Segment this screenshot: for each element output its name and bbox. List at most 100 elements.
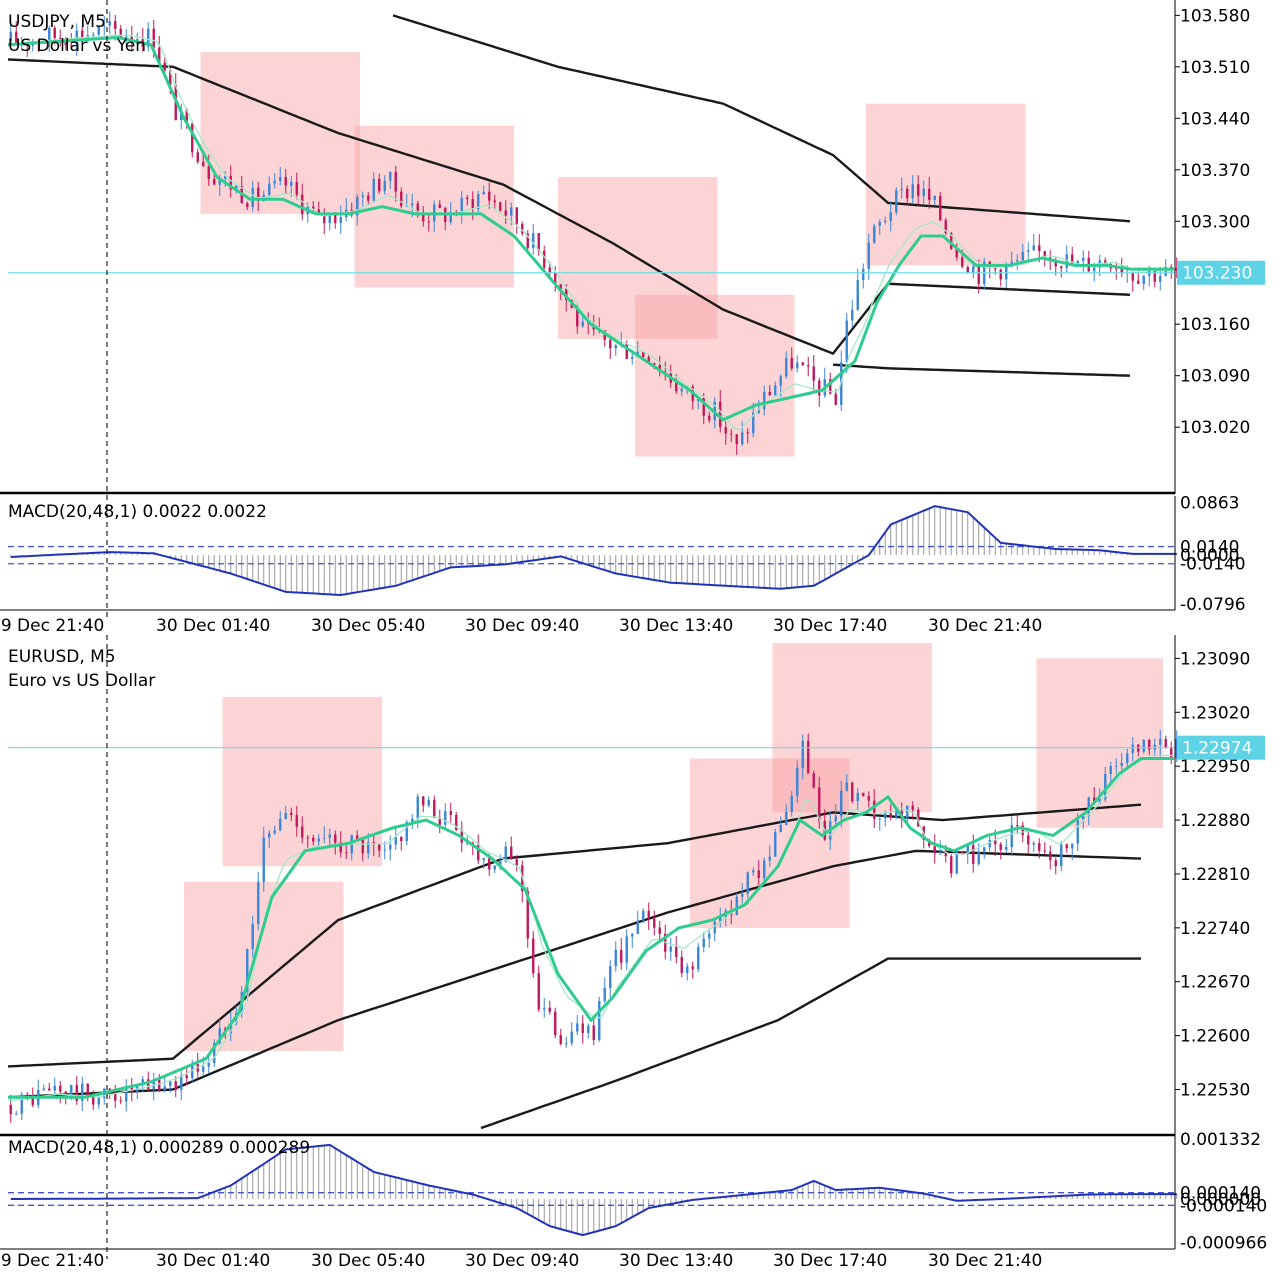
candle-body xyxy=(1076,261,1079,264)
candle-body xyxy=(653,918,656,928)
candle-body xyxy=(647,910,650,919)
macd-tick-label: 0.0140 xyxy=(1180,538,1239,558)
candle-body xyxy=(785,358,788,377)
candle-body xyxy=(1060,844,1063,867)
price-tick-label: 103.020 xyxy=(1180,418,1250,438)
candle-body xyxy=(955,851,958,874)
candle-body xyxy=(70,44,73,46)
macd-tick-label: 0.000140 xyxy=(1180,1184,1261,1204)
usdjpy-macd-panel[interactable]: MACD(20,48,1) 0.0022 0.0022 0.0863 0.0140… xyxy=(8,493,1246,615)
candle-body xyxy=(235,186,238,190)
candle-body xyxy=(911,184,914,199)
candle-body xyxy=(394,837,397,845)
candle-body xyxy=(576,1023,579,1032)
candle-body xyxy=(9,31,12,42)
price-tick-label: 1.22880 xyxy=(1180,811,1250,831)
candle-body xyxy=(312,837,315,842)
eurusd-chart[interactable]: EURUSD, M5 Euro vs US Dollar 1.23090 1.23… xyxy=(7,635,1265,1136)
time-tick-label: 30 Dec 05:40 xyxy=(311,1251,425,1271)
candle-body xyxy=(1021,825,1024,836)
candle-body xyxy=(1082,816,1085,821)
macd-tick-label: -0.0796 xyxy=(1180,595,1246,615)
candle-body xyxy=(1164,266,1167,276)
time-tick-label: 30 Dec 21:40 xyxy=(928,1251,1042,1271)
candle-body xyxy=(675,946,678,958)
candle-body xyxy=(768,856,771,861)
price-tick-label: 1.22670 xyxy=(1180,973,1250,993)
candle-body xyxy=(477,194,480,210)
candle-body xyxy=(889,212,892,221)
candle-body xyxy=(273,830,276,834)
candle-body xyxy=(119,1100,122,1102)
candle-body xyxy=(735,896,738,915)
candle-body xyxy=(42,1088,45,1090)
supply-demand-zone xyxy=(866,103,1026,266)
candle-body xyxy=(114,1092,117,1101)
candle-body xyxy=(1104,260,1107,265)
candle-body xyxy=(944,852,947,857)
candle-body xyxy=(807,740,810,774)
eurusd-macd-panel[interactable]: MACD(20,48,1) 0.000289 0.000289 0.001332… xyxy=(8,1130,1267,1254)
candle-body xyxy=(994,839,997,845)
time-tick-label: 30 Dec 01:40 xyxy=(156,616,270,636)
candle-body xyxy=(438,817,441,825)
macd-tick-label: 0.0000 xyxy=(1180,546,1239,566)
candle-body xyxy=(845,782,848,791)
macd-tick-label: -0.000140 xyxy=(1180,1196,1267,1216)
candle-body xyxy=(1038,843,1041,851)
macd-tick-label: 0.0863 xyxy=(1180,493,1239,513)
time-tick-label: 30 Dec 13:40 xyxy=(619,616,733,636)
candle-body xyxy=(20,1094,23,1114)
candle-body xyxy=(427,799,430,806)
candle-body xyxy=(202,1066,205,1072)
candle-body xyxy=(1032,843,1035,845)
candle-body xyxy=(1153,270,1156,282)
candle-body xyxy=(867,796,870,801)
time-tick-label: 30 Dec 13:40 xyxy=(619,1251,733,1271)
candle-body xyxy=(928,188,931,200)
candle-body xyxy=(631,933,634,937)
candle-body xyxy=(345,852,348,854)
candle-body xyxy=(1005,264,1008,280)
candle-body xyxy=(906,188,909,199)
candle-body xyxy=(411,203,414,206)
candle-body xyxy=(169,1081,172,1087)
candle-body xyxy=(961,851,964,854)
lower-band-line xyxy=(832,363,1131,377)
candle-body xyxy=(1065,844,1068,849)
candle-body xyxy=(372,178,375,201)
upper-band-line xyxy=(392,14,1131,223)
candle-body xyxy=(625,936,628,963)
time-tick-label: 30 Dec 09:40 xyxy=(465,616,579,636)
candle-body xyxy=(1021,251,1024,261)
usdjpy-chart[interactable]: USDJPY, M5 US Dollar vs Yen 103.580 103.5… xyxy=(7,0,1265,494)
candle-body xyxy=(543,250,546,268)
candle-body xyxy=(1131,744,1134,754)
time-tick-label: 30 Dec 05:40 xyxy=(311,616,425,636)
candle-body xyxy=(405,205,408,207)
price-tick-label: 103.160 xyxy=(1180,315,1250,335)
candle-body xyxy=(746,872,749,894)
candle-body xyxy=(411,818,414,823)
candle-body xyxy=(1175,268,1178,271)
candle-body xyxy=(620,949,623,963)
candle-body xyxy=(493,200,496,203)
candle-body xyxy=(158,47,161,63)
candle-body xyxy=(1043,251,1046,258)
candle-body xyxy=(229,1023,232,1034)
candle-body xyxy=(504,846,507,862)
candle-body xyxy=(741,432,744,445)
candle-body xyxy=(977,851,980,864)
candle-body xyxy=(488,191,491,201)
middle-band-line xyxy=(7,58,1131,356)
candle-body xyxy=(1104,773,1107,800)
candle-body xyxy=(284,176,287,186)
candle-body xyxy=(1098,799,1101,804)
candle-body xyxy=(834,393,837,405)
candle-body xyxy=(911,805,914,810)
candle-body xyxy=(966,266,969,274)
candle-body xyxy=(944,220,947,234)
price-tick-label: 1.22600 xyxy=(1180,1027,1250,1047)
candle-body xyxy=(251,187,254,208)
candle-body xyxy=(125,1085,128,1102)
